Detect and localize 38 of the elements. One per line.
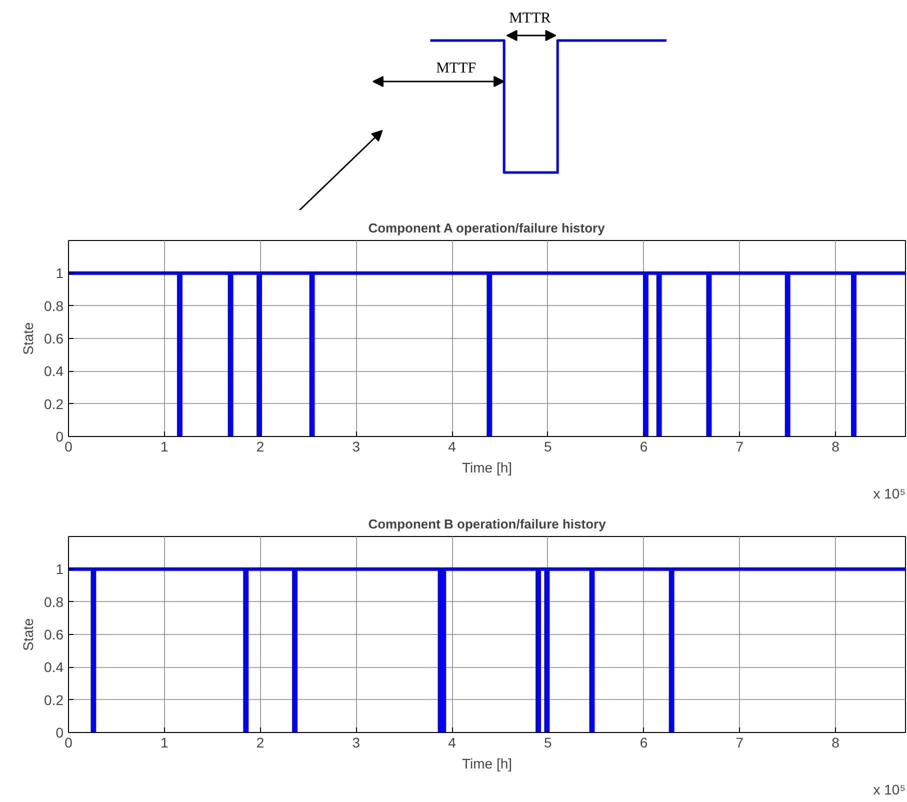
x-axis-title: Time [h] [462,756,512,772]
x-tick-label: 7 [736,438,744,454]
x-tick-label: 2 [256,734,264,750]
x-tick-label: 6 [640,438,648,454]
y-tick-label: 0 [56,724,64,740]
x-tick-label: 8 [832,734,840,750]
y-tick-label: 0.2 [44,396,64,412]
x-tick-label: 3 [352,734,360,750]
x-tick-label: 6 [640,734,648,750]
y-tick-label: 0.4 [44,659,64,676]
y-tick-label: 1 [56,265,64,282]
y-tick-label: 0.6 [44,626,64,642]
y-tick-label: 0.4 [44,363,64,380]
y-axis-title: State [20,618,36,651]
x-tick-label: 4 [448,438,456,454]
x-tick-label: 1 [160,734,168,750]
text: x 10⁵ [873,486,906,502]
y-tick-label: 0.8 [44,594,64,610]
x-tick-label: 7 [736,734,744,750]
x-axis-title: Time [h] [462,460,512,476]
y-tick-label: 0.6 [44,330,64,346]
x-tick-label: 2 [256,438,264,454]
text: MTTR [509,10,551,26]
y-tick-label: 0.2 [44,692,64,708]
y-axis-title: State [20,322,36,355]
x-tick-label: 5 [544,734,552,750]
chart-title: Component B operation/failure history [368,516,607,532]
text: x 10⁵ [873,782,906,798]
y-tick-label: 0.8 [44,298,64,314]
x-tick-label: 1 [160,438,168,454]
x-tick-label: 4 [448,734,456,750]
y-tick-label: 0 [56,428,64,444]
x-tick-label: 5 [544,438,552,454]
x-tick-label: 8 [832,438,840,454]
chart-title: Component A operation/failure history [368,220,606,236]
text: MTTF [436,60,476,76]
x-tick-label: 3 [352,438,360,454]
y-tick-label: 1 [56,561,64,578]
